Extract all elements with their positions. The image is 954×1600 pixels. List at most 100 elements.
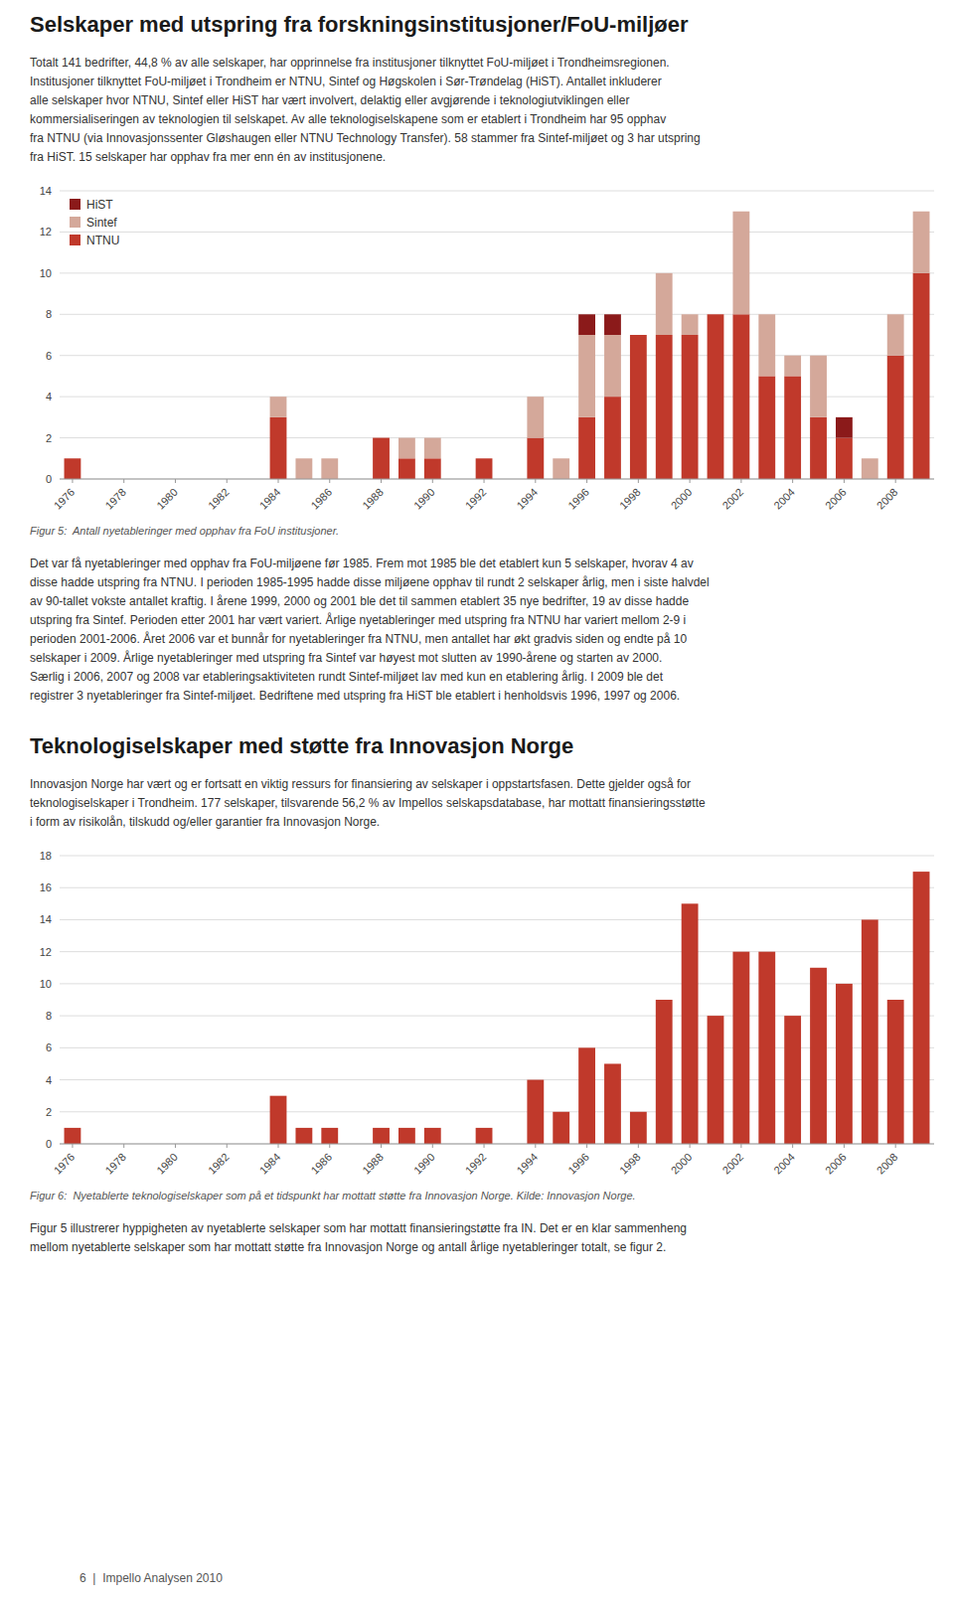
paragraph-line: fra HiST. 15 selskaper har opphav fra me… (29, 150, 386, 164)
y-tick-label: 0 (45, 1137, 52, 1150)
x-tick (71, 478, 73, 483)
x-tick (895, 1143, 897, 1148)
bar-segment (887, 314, 905, 355)
y-tick-label: 8 (45, 308, 52, 320)
bar-segment (372, 437, 390, 439)
x-tick-label: 1992 (463, 485, 489, 512)
grid-line (59, 190, 935, 192)
x-tick-label: 2002 (719, 1150, 746, 1177)
grid-line (59, 951, 935, 953)
grid-line (59, 1143, 935, 1145)
x-tick (174, 1143, 176, 1148)
bar-segment (372, 438, 390, 479)
bar-segment (578, 314, 596, 335)
bar (270, 1096, 288, 1144)
x-tick-label: 2006 (822, 1150, 849, 1177)
bar-segment (913, 210, 931, 212)
x-tick (534, 478, 536, 483)
x-tick (483, 478, 485, 483)
x-tick (637, 1143, 639, 1148)
bar-segment (707, 314, 725, 316)
x-tick-label: 1996 (565, 485, 592, 512)
x-tick-label: 1984 (257, 1150, 284, 1177)
bar-segment (861, 458, 879, 479)
bar (64, 1127, 82, 1144)
bar-segment (655, 334, 673, 479)
page: Selskaper med utspring fra forskningsins… (0, 0, 954, 1600)
y-tick-label: 2 (45, 432, 52, 445)
bar-segment (835, 438, 853, 479)
x-tick (432, 478, 434, 483)
chart: 0246810121416181976197819801982198419861… (39, 849, 935, 1177)
grid-line (59, 231, 935, 233)
x-tick-label: 2004 (771, 485, 797, 512)
bar (476, 1127, 493, 1144)
bar-segment (681, 314, 699, 316)
legend-swatch (69, 216, 81, 228)
paragraph-line: teknologiselskaper i Trondheim. 177 sels… (29, 795, 706, 810)
y-tick-label: 6 (45, 349, 52, 362)
x-tick-label: 1996 (565, 1150, 592, 1177)
bar (552, 1112, 570, 1144)
y-tick-label: 16 (39, 881, 52, 894)
bar-segment (784, 354, 801, 356)
x-tick-label: 1998 (617, 485, 643, 512)
y-tick-label: 8 (45, 1009, 52, 1022)
bar-segment (295, 458, 313, 479)
bar (398, 1127, 416, 1144)
bar-segment (630, 334, 647, 336)
y-tick-label: 12 (39, 225, 52, 238)
y-tick-label: 10 (39, 977, 52, 990)
paragraph-line: Det var få nyetableringer med opphav fra… (29, 556, 694, 571)
bar-segment (320, 458, 338, 479)
heading: Selskaper med utspring fra forskningsins… (29, 11, 689, 37)
legend-label: Sintef (86, 215, 118, 230)
y-tick-label: 6 (45, 1041, 52, 1054)
bar (913, 871, 931, 1144)
paragraph-line: utspring fra Sintef. Perioden etter 2001… (29, 612, 686, 628)
y-tick-label: 14 (39, 913, 52, 926)
x-tick (123, 1143, 125, 1148)
x-tick-label: 1988 (359, 485, 386, 512)
x-tick-label: 2006 (822, 485, 849, 512)
bar (758, 952, 776, 1144)
x-tick-label: 1980 (154, 1150, 180, 1177)
bar-segment (398, 438, 416, 460)
paragraph-line: registrer 3 nyetableringer fra Sintef-mi… (29, 688, 680, 703)
bar-segment (476, 458, 493, 460)
x-tick (380, 478, 382, 483)
x-tick (740, 478, 742, 483)
x-tick (792, 478, 794, 483)
grid-line (59, 396, 935, 398)
bar-segment (784, 375, 801, 479)
bar-segment (655, 272, 673, 274)
x-tick (740, 1143, 742, 1148)
y-tick-label: 4 (45, 1074, 52, 1087)
legend-label: HiST (86, 197, 114, 212)
x-tick-label: 1994 (513, 1150, 540, 1177)
bar (784, 1015, 801, 1144)
bar (295, 1127, 313, 1144)
chart-caption: Figur 5: Antall nyetableringer med oppha… (29, 524, 339, 537)
x-tick-label: 2000 (668, 485, 695, 512)
bar-segment (758, 314, 776, 316)
x-tick-label: 1990 (411, 1150, 438, 1177)
bar-segment (398, 458, 416, 479)
x-axis (59, 1143, 935, 1145)
x-tick (534, 1143, 536, 1148)
x-tick (328, 1143, 330, 1148)
bar (630, 1112, 647, 1144)
paragraph-line: alle selskaper hvor NTNU, Sintef eller H… (29, 93, 630, 108)
bar (604, 1063, 622, 1144)
bar (526, 1080, 544, 1144)
x-tick-label: 1982 (205, 485, 232, 512)
bar (655, 999, 673, 1144)
legend-label: NTNU (86, 233, 120, 248)
x-tick-label: 2008 (874, 1150, 901, 1177)
x-tick (278, 1143, 280, 1148)
page-background (0, 0, 954, 1600)
bar-segment (732, 210, 750, 212)
grid-line (59, 437, 935, 439)
paragraph-line: i form av risikolån, tilskudd og/eller g… (29, 814, 380, 829)
bar (707, 1015, 725, 1144)
